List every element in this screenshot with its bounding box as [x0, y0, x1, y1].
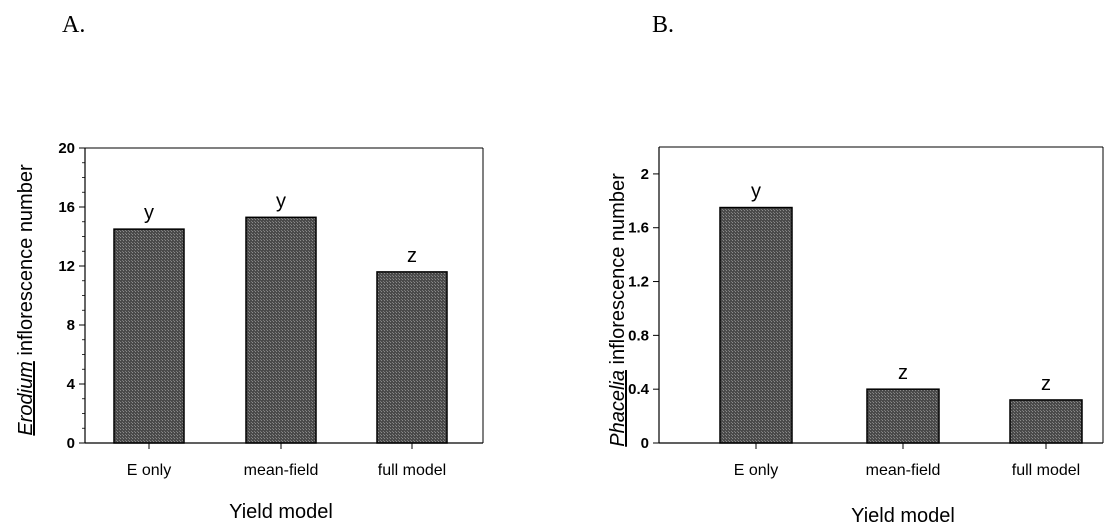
- y-axis-label-rest: inflorescence number: [607, 173, 629, 370]
- x-axis-label: Yield model: [229, 501, 333, 523]
- y-tick-label: 4: [67, 376, 76, 393]
- significance-label: z: [1041, 373, 1051, 395]
- significance-label: z: [407, 245, 417, 267]
- panel-label-a: A.: [62, 12, 86, 38]
- significance-label: y: [144, 202, 154, 224]
- y-axis-label-genus: Erodium: [15, 361, 37, 435]
- y-tick-label: 1.2: [628, 274, 649, 291]
- bar: [866, 388, 940, 444]
- y-tick-label: 0.8: [628, 327, 649, 344]
- y-tick-label: 12: [58, 258, 75, 275]
- significance-label: y: [751, 181, 761, 203]
- y-tick-label: 0.4: [628, 381, 650, 398]
- bar: [376, 271, 448, 444]
- bar: [719, 206, 793, 444]
- y-axis-label: Erodium inflorescence number: [15, 164, 37, 436]
- bar: [113, 228, 185, 444]
- bar: [1009, 399, 1083, 444]
- y-tick-label: 1.6: [628, 220, 649, 237]
- y-tick-label: 20: [58, 140, 75, 157]
- significance-label: z: [898, 362, 908, 384]
- y-axis-label-rest: inflorescence number: [15, 164, 37, 361]
- x-tick-label: E only: [127, 462, 171, 479]
- x-tick-label: mean-field: [244, 462, 319, 479]
- x-tick-label: full model: [378, 462, 446, 479]
- significance-label: y: [276, 190, 286, 212]
- y-tick-label: 0: [641, 435, 649, 452]
- y-axis-label: Phacelia inflorescence number: [607, 173, 629, 447]
- y-axis-label-genus: Phacelia: [607, 370, 629, 447]
- y-tick-label: 0: [67, 435, 75, 452]
- y-tick-label: 2: [641, 166, 649, 183]
- y-tick-label: 16: [58, 199, 75, 216]
- chart-b: 0 0.4 0.8 1.2 1.6 2 y E only z mean-field z full mo…: [607, 146, 1104, 527]
- x-tick-label: full model: [1012, 462, 1080, 479]
- x-tick-label: E only: [734, 462, 778, 479]
- x-tick-label: mean-field: [866, 462, 941, 479]
- chart-a: 0 4 8 12 16 20 y E only y mean-field z full model Yi…: [15, 140, 484, 523]
- panel-label-b: B.: [652, 12, 675, 38]
- y-tick-label: 8: [67, 317, 75, 334]
- bar: [245, 216, 317, 444]
- x-axis-label: Yield model: [851, 505, 955, 527]
